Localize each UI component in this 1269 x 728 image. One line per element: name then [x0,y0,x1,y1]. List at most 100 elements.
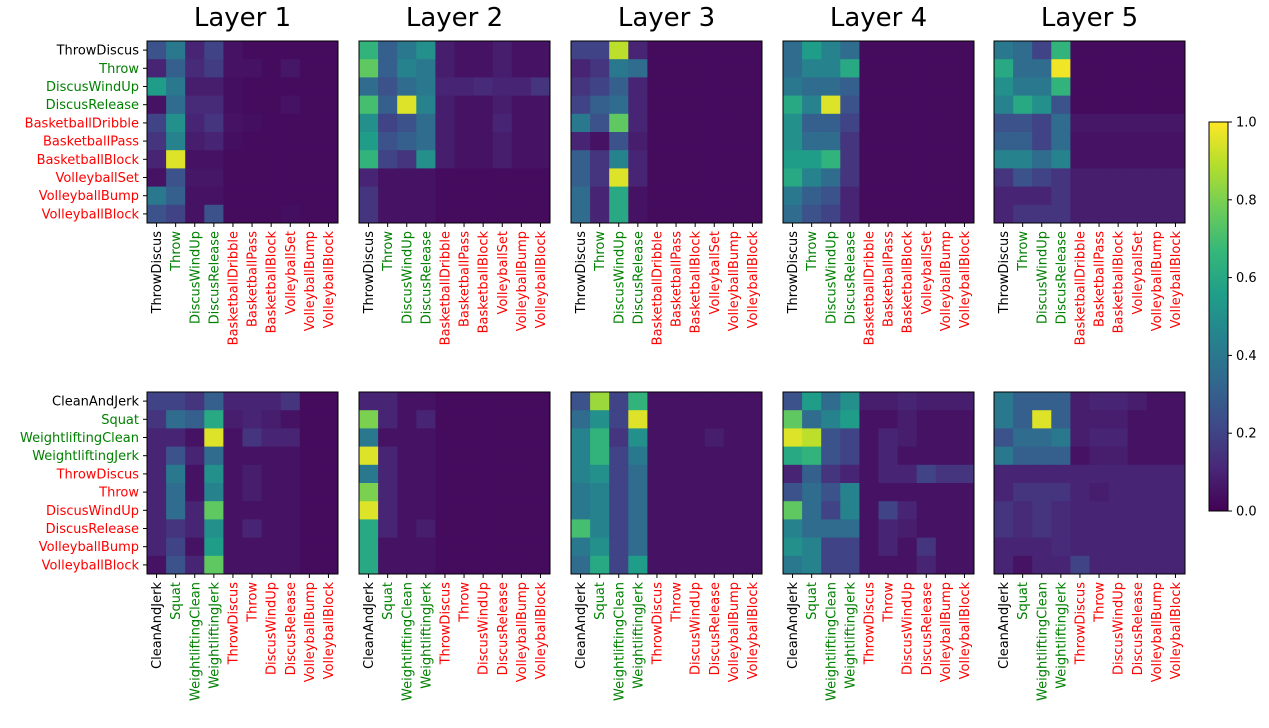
cell-weightlifting-l3-r6-c0 [571,501,591,520]
cell-weightlifting-l5-r1-c1 [1013,410,1033,429]
x-tick-label-weightlifting-l1-7: DiscusRelease [284,582,299,675]
cell-discus-l4-r2-c1 [802,77,822,96]
cell-discus-l1-r5-c3 [204,132,224,151]
cell-weightlifting-l3-r4-c1 [590,464,610,484]
cell-weightlifting-l2-r8-c9 [530,537,551,557]
cell-weightlifting-l5-r1-c7 [1127,410,1148,429]
cell-discus-l1-r6-c1 [166,150,186,169]
x-tick-label-weightlifting-l4-4: ThrowDiscus [862,582,877,666]
cell-discus-l1-r6-c0 [147,150,167,169]
cell-weightlifting-l5-r3-c2 [1032,446,1052,466]
cell-discus-l3-r1-c9 [742,59,763,78]
cell-weightlifting-l4-r4-c4 [859,464,879,484]
cell-weightlifting-l5-r0-c4 [1070,392,1090,411]
cell-weightlifting-l2-r8-c7 [492,537,513,557]
cell-weightlifting-l1-r6-c0 [147,501,167,520]
cell-weightlifting-l4-r0-c6 [897,392,918,411]
cell-discus-l5-r2-c4 [1070,77,1090,96]
cell-discus-l3-r3-c3 [628,95,648,115]
cell-discus-l4-r2-c6 [897,77,918,96]
cell-discus-l2-r8-c9 [530,186,551,206]
cell-discus-l2-r0-c9 [530,41,551,60]
cell-discus-l4-r0-c2 [821,41,841,60]
x-tick-label-discus-l2-6: BasketballBlock [477,231,492,334]
cell-weightlifting-l5-r4-c8 [1146,464,1167,484]
cell-discus-l3-r0-c0 [571,41,591,60]
cell-discus-l2-r2-c4 [435,77,455,96]
cell-discus-l4-r8-c9 [954,186,975,206]
cell-weightlifting-l4-r0-c3 [840,392,860,411]
y-tick-label-discus-5: BasketballPass [43,135,139,150]
cell-discus-l3-r5-c7 [704,132,725,151]
colorbar-tick-label-1: 0.2 [1236,427,1257,442]
cell-discus-l2-r7-c8 [511,168,532,187]
cell-discus-l5-r0-c0 [994,41,1014,60]
cell-weightlifting-l4-r3-c5 [878,446,898,466]
x-tick-label-discus-l1-3: DiscusRelease [207,231,222,324]
cell-weightlifting-l1-r8-c8 [299,537,320,557]
cell-weightlifting-l2-r4-c2 [397,464,417,484]
colorbar: 0.0 0.2 0.4 0.6 0.8 1.0 [1208,116,1257,520]
cell-discus-l2-r9-c2 [397,204,417,224]
cell-weightlifting-l5-r5-c1 [1013,483,1033,502]
cell-weightlifting-l2-r5-c6 [473,483,494,502]
cell-weightlifting-l4-r9-c3 [840,555,860,575]
cell-weightlifting-l1-r6-c3 [204,501,224,520]
x-tick-label-discus-l3-6: BasketballBlock [689,231,704,334]
cell-weightlifting-l5-r6-c9 [1165,501,1186,520]
cell-discus-l3-r2-c7 [704,77,725,96]
cell-discus-l1-r5-c8 [299,132,320,151]
cell-weightlifting-l5-r2-c9 [1165,428,1186,447]
cell-weightlifting-l5-r6-c5 [1089,501,1109,520]
cell-weightlifting-l1-r0-c3 [204,392,224,411]
cell-weightlifting-l2-r2-c9 [530,428,551,447]
cell-discus-l5-r2-c2 [1032,77,1052,96]
cell-weightlifting-l4-r1-c0 [783,410,803,429]
x-tick-label-weightlifting-l4-7: DiscusRelease [920,582,935,675]
cell-discus-l3-r9-c1 [590,204,610,224]
cell-discus-l1-r2-c7 [280,77,301,96]
cell-weightlifting-l1-r6-c6 [261,501,282,520]
cell-discus-l4-r2-c2 [821,77,841,96]
cell-discus-l1-r8-c5 [242,186,262,206]
x-tick-label-weightlifting-l1-9: VolleyballBlock [322,582,337,680]
cell-discus-l1-r5-c7 [280,132,301,151]
cell-discus-l3-r2-c6 [685,77,706,96]
x-tick-label-weightlifting-l5-5: Throw [1093,582,1108,623]
cell-weightlifting-l1-r9-c8 [299,555,320,575]
cell-discus-l3-r7-c4 [647,168,667,187]
cell-discus-l5-r6-c9 [1165,150,1186,169]
cell-discus-l2-r4-c3 [416,113,436,133]
cell-discus-l4-r6-c9 [954,150,975,169]
cell-weightlifting-l1-r9-c0 [147,555,167,575]
heatmap-weightlifting-layer-4: CleanAndJerk Squat WeightliftingClean Weigh… [782,391,975,701]
frame-discus-layer-4 [782,40,975,224]
cell-discus-l2-r4-c6 [473,113,494,133]
cell-discus-l5-r3-c4 [1070,95,1090,115]
cell-weightlifting-l4-r5-c8 [935,483,956,502]
cell-discus-l5-r3-c5 [1089,95,1109,115]
cell-weightlifting-l3-r8-c4 [647,537,667,557]
cell-discus-l5-r2-c6 [1108,77,1129,96]
cell-weightlifting-l3-r2-c5 [666,428,686,447]
cell-weightlifting-l2-r1-c9 [530,410,551,429]
cell-discus-l2-r1-c8 [511,59,532,78]
cell-weightlifting-l2-r1-c2 [397,410,417,429]
cell-discus-l4-r1-c5 [878,59,898,78]
cell-discus-l2-r1-c4 [435,59,455,78]
cell-discus-l2-r1-c2 [397,59,417,78]
cell-discus-l1-r9-c6 [261,204,282,224]
cell-discus-l1-r4-c8 [299,113,320,133]
cell-discus-l5-r4-c4 [1070,113,1090,133]
cell-discus-l2-r0-c6 [473,41,494,60]
cell-discus-l3-r4-c1 [590,113,610,133]
cell-discus-l5-r7-c6 [1108,168,1129,187]
cell-weightlifting-l4-r3-c3 [840,446,860,466]
cell-discus-l2-r7-c3 [416,168,436,187]
cell-discus-l2-r7-c7 [492,168,513,187]
cell-weightlifting-l3-r3-c0 [571,446,591,466]
cell-weightlifting-l1-r4-c9 [318,464,339,484]
cell-weightlifting-l4-r0-c0 [783,392,803,411]
cell-weightlifting-l3-r2-c6 [685,428,706,447]
x-tick-label-discus-l5-5: BasketballPass [1093,231,1108,327]
